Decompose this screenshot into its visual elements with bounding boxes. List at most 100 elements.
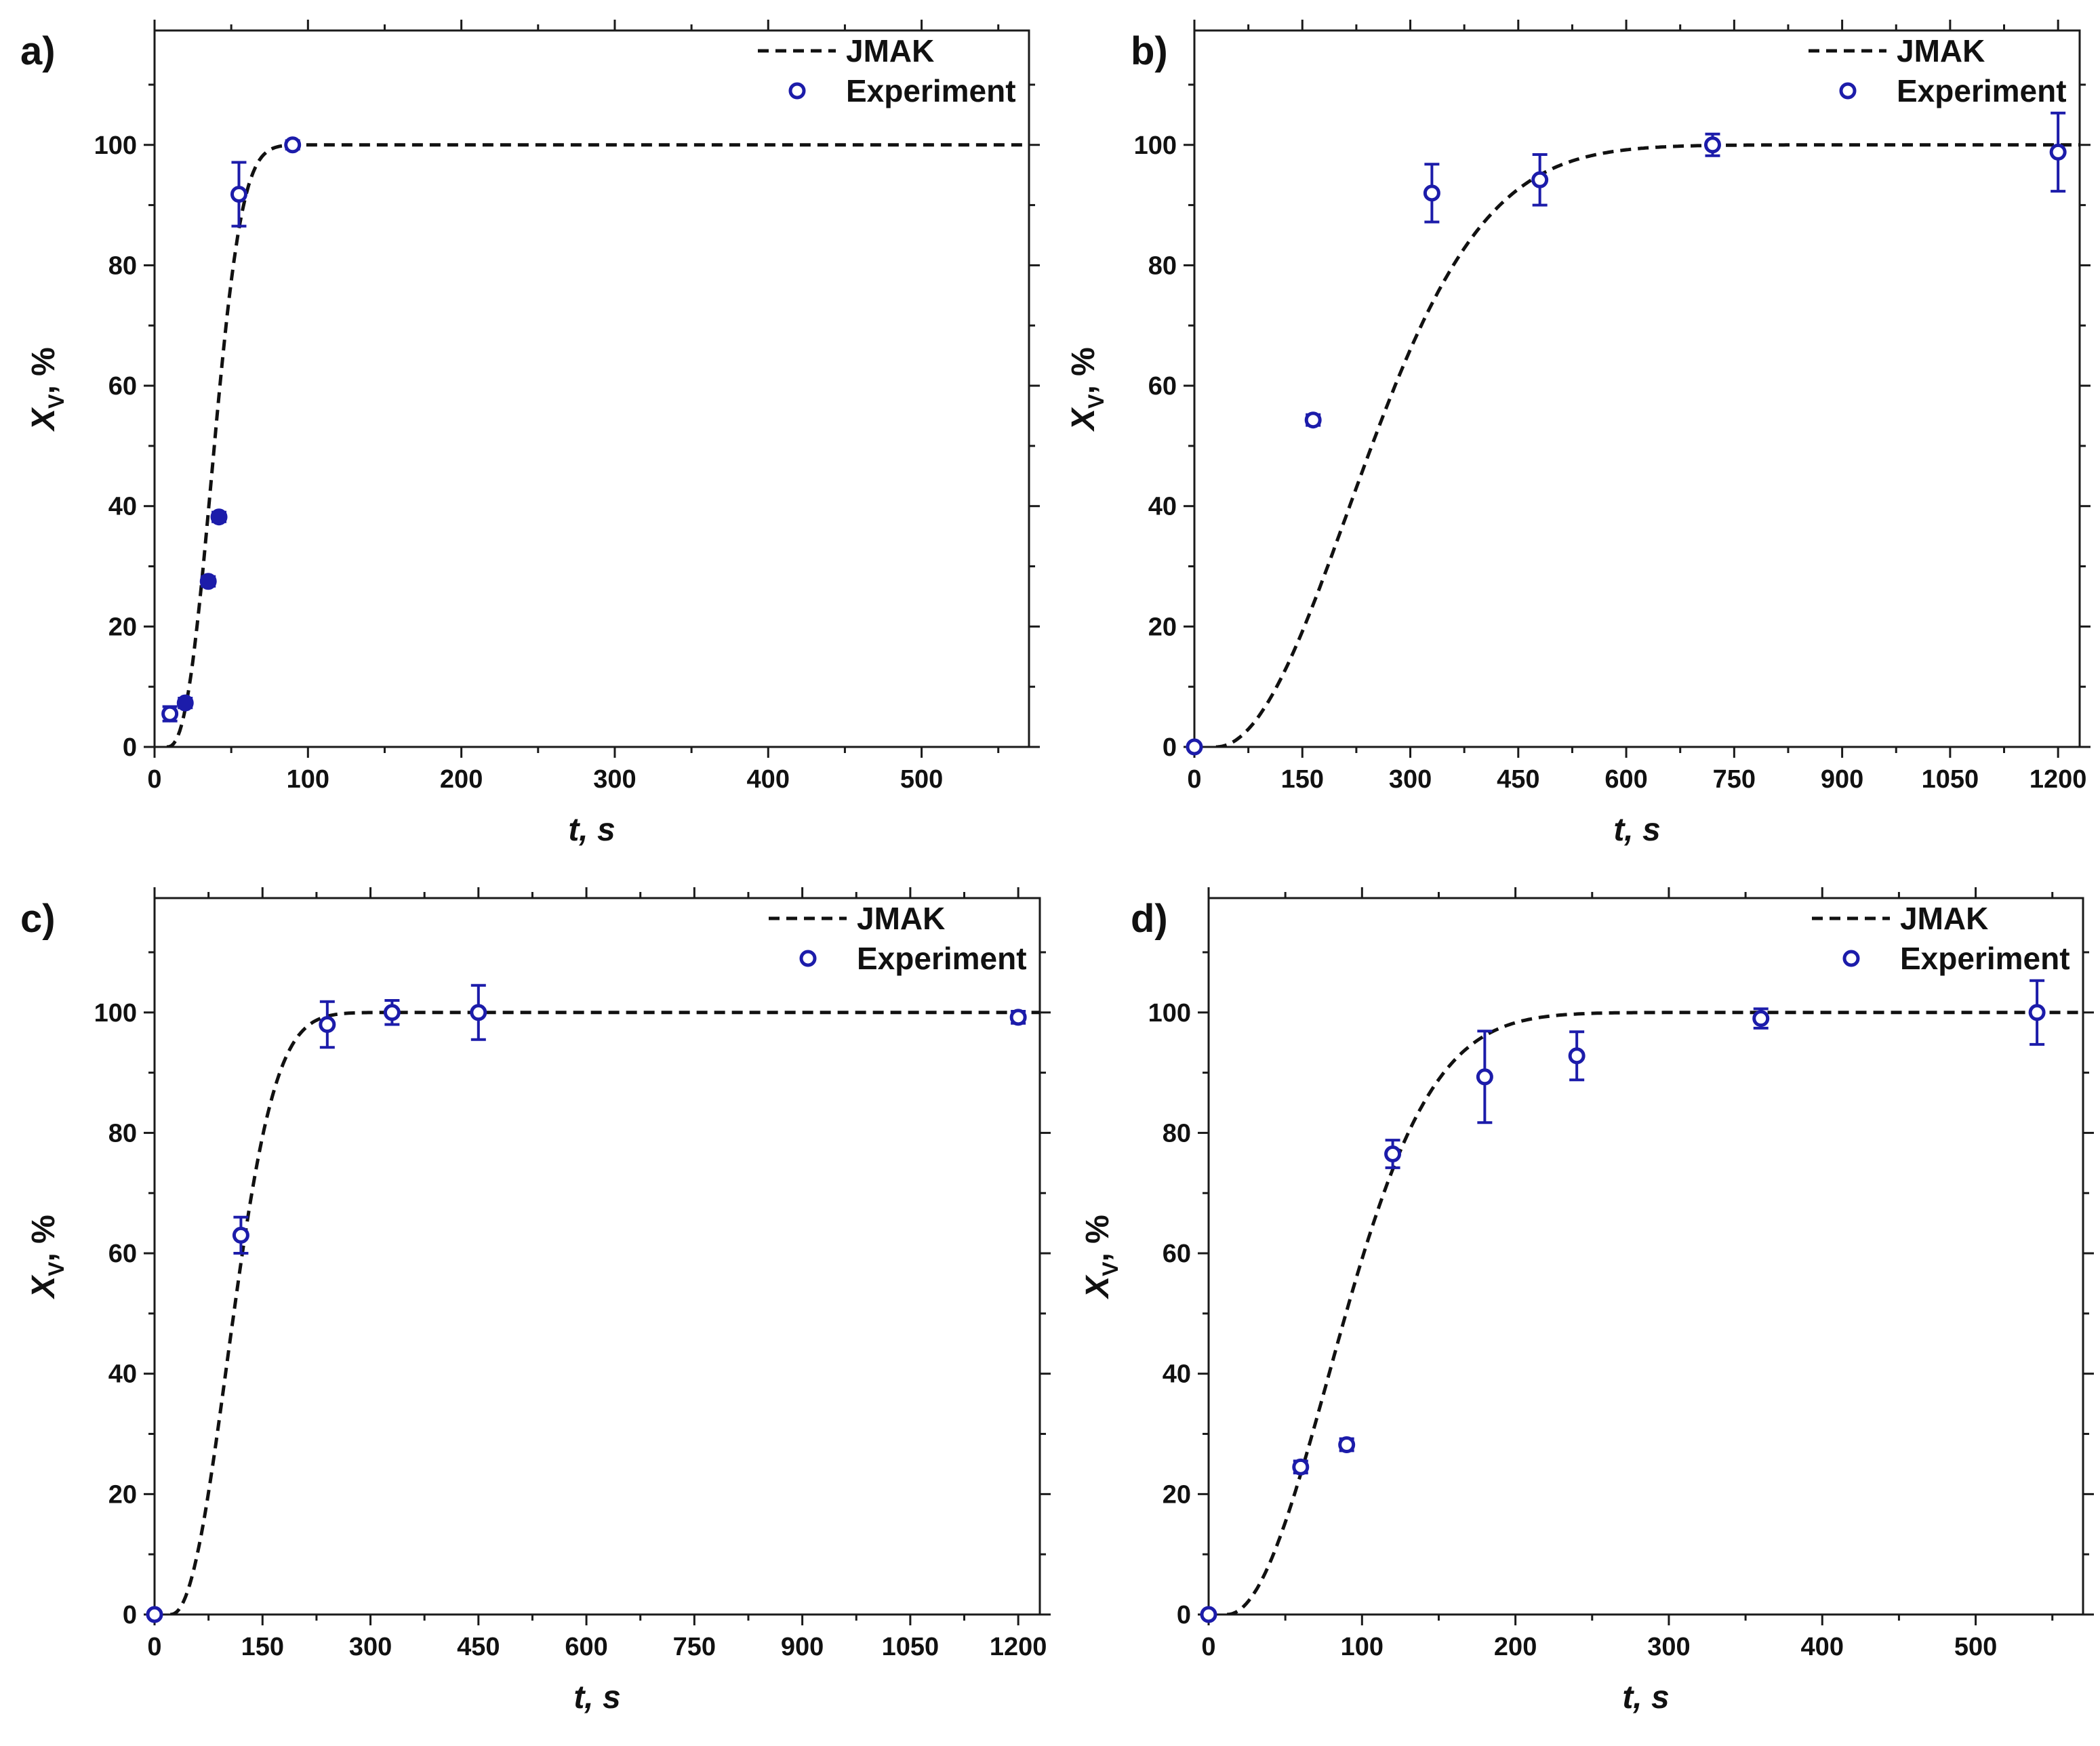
x-tick-label: 1200	[2030, 765, 2087, 794]
y-tick-label: 20	[1163, 1480, 1191, 1509]
jmak-fit-line	[170, 1011, 1040, 1615]
experiment-marker	[1752, 1010, 1770, 1028]
y-tick-label: 100	[1134, 131, 1177, 160]
experiment-point	[1568, 1030, 1586, 1082]
y-tick-label: 0	[123, 1601, 137, 1629]
x-tick-label: 450	[457, 1633, 500, 1661]
legend: JMAK Experiment	[769, 901, 1027, 976]
experiment-marker	[199, 573, 217, 590]
panel-label: b)	[1131, 29, 1168, 73]
experiment-marker	[1531, 171, 1549, 188]
x-tick-label: 300	[1647, 1633, 1690, 1661]
x-tick-label: 900	[781, 1633, 824, 1661]
experiment-point	[232, 1215, 249, 1255]
y-tick-label: 40	[108, 493, 137, 521]
x-tick-label: 200	[440, 765, 483, 794]
legend-experiment-swatch	[788, 82, 806, 100]
experiment-point	[1703, 132, 1721, 157]
y-axis-title-main: X	[26, 1274, 62, 1300]
experiment-marker	[230, 186, 247, 203]
x-axis-title: t, s	[568, 812, 615, 848]
x-tick-label: 100	[1341, 1633, 1384, 1661]
experiment-point	[230, 161, 247, 228]
jmak-fit-line	[1215, 143, 2080, 747]
y-axis-title-unit: , %	[26, 1215, 62, 1261]
experiment-marker	[284, 136, 302, 154]
panel-a: a) 0 100 200 300 400 500 0 20 40 60 80 100 t, s XV, % J…	[20, 20, 1040, 848]
experiment-marker	[2049, 143, 2067, 161]
y-tick-label: 80	[1148, 251, 1177, 280]
plot-frame	[1193, 29, 2081, 748]
y-axis-title-main: X	[26, 407, 62, 432]
experiment-point	[2049, 111, 2067, 193]
y-axis-title-subscript: V	[1084, 394, 1108, 409]
x-tick-label: 150	[1281, 765, 1324, 794]
experiment-marker	[383, 1004, 401, 1021]
y-axis-title-subscript: V	[1098, 1261, 1123, 1276]
y-axis-title: XV, %	[1080, 1215, 1123, 1300]
plot-frame	[153, 897, 1041, 1616]
x-tick-label: 1050	[882, 1633, 940, 1661]
y-tick-label: 40	[1163, 1360, 1191, 1389]
x-tick-label: 500	[1954, 1633, 1997, 1661]
experiment-marker	[1338, 1436, 1356, 1454]
experiment-point	[1531, 153, 1549, 207]
x-tick-label: 400	[747, 765, 790, 794]
experiment-point	[1338, 1436, 1356, 1454]
legend-experiment-swatch	[1842, 950, 1860, 967]
y-tick-label: 80	[108, 1119, 137, 1148]
legend-experiment-label: Experiment	[1897, 73, 2067, 108]
panel-label: d)	[1131, 897, 1168, 941]
y-tick-label: 0	[1163, 733, 1177, 762]
legend-experiment-label: Experiment	[857, 941, 1027, 976]
y-axis-title-subscript: V	[44, 1261, 68, 1276]
experiment-point	[383, 999, 401, 1026]
x-tick-label: 750	[673, 1633, 716, 1661]
experiment-marker	[1292, 1458, 1310, 1476]
panel-c: c) 0 150 300 450 600 750 900 1050 1200 0 20 40 60 80 10…	[20, 887, 1051, 1715]
legend-experiment-label: Experiment	[1900, 941, 2070, 976]
x-axis-title: t, s	[1613, 812, 1660, 848]
legend-fit-label: JMAK	[1897, 33, 1985, 68]
x-tick-label: 1050	[1922, 765, 1979, 794]
y-tick-label: 80	[108, 251, 137, 280]
y-tick-label: 60	[108, 372, 137, 401]
experiment-point	[1304, 411, 1322, 429]
experiment-marker	[210, 508, 228, 526]
legend: JMAK Experiment	[758, 33, 1016, 108]
experiment-point	[470, 983, 487, 1041]
y-tick-label: 0	[1177, 1601, 1191, 1629]
y-tick-label: 20	[1148, 613, 1177, 641]
experiment-marker	[1186, 738, 1203, 756]
y-axis-title-main: X	[1080, 1274, 1116, 1300]
panel-d: d) 0 100 200 300 400 500 0 20 40 60 80 100 t, s XV, % J…	[1080, 887, 2094, 1715]
x-tick-label: 600	[1604, 765, 1647, 794]
experiment-marker	[2028, 1004, 2046, 1021]
experiment-point	[1292, 1458, 1310, 1476]
experiment-marker	[161, 705, 179, 723]
experiment-marker	[146, 1606, 163, 1623]
experiment-point	[161, 705, 179, 723]
plot-frame	[1207, 897, 2084, 1616]
experiment-marker	[1009, 1009, 1027, 1026]
x-tick-label: 750	[1713, 765, 1756, 794]
experiment-marker	[1384, 1145, 1402, 1162]
experiment-point	[1423, 163, 1440, 224]
experiment-point	[1384, 1139, 1402, 1169]
experiment-marker	[1703, 136, 1721, 154]
x-tick-label: 300	[593, 765, 636, 794]
legend-fit-label: JMAK	[1900, 901, 1988, 936]
y-axis-title-subscript: V	[44, 394, 68, 409]
y-tick-label: 100	[1148, 999, 1191, 1028]
x-tick-label: 500	[900, 765, 943, 794]
x-tick-label: 400	[1801, 1633, 1844, 1661]
legend: JMAK Experiment	[1809, 33, 2067, 108]
y-tick-label: 20	[108, 613, 137, 641]
jmak-fit-line	[166, 143, 1029, 747]
experiment-point	[199, 573, 217, 590]
y-tick-label: 40	[1148, 493, 1177, 521]
experiment-marker	[1568, 1047, 1586, 1065]
y-tick-label: 60	[108, 1240, 137, 1268]
x-tick-label: 600	[565, 1633, 607, 1661]
